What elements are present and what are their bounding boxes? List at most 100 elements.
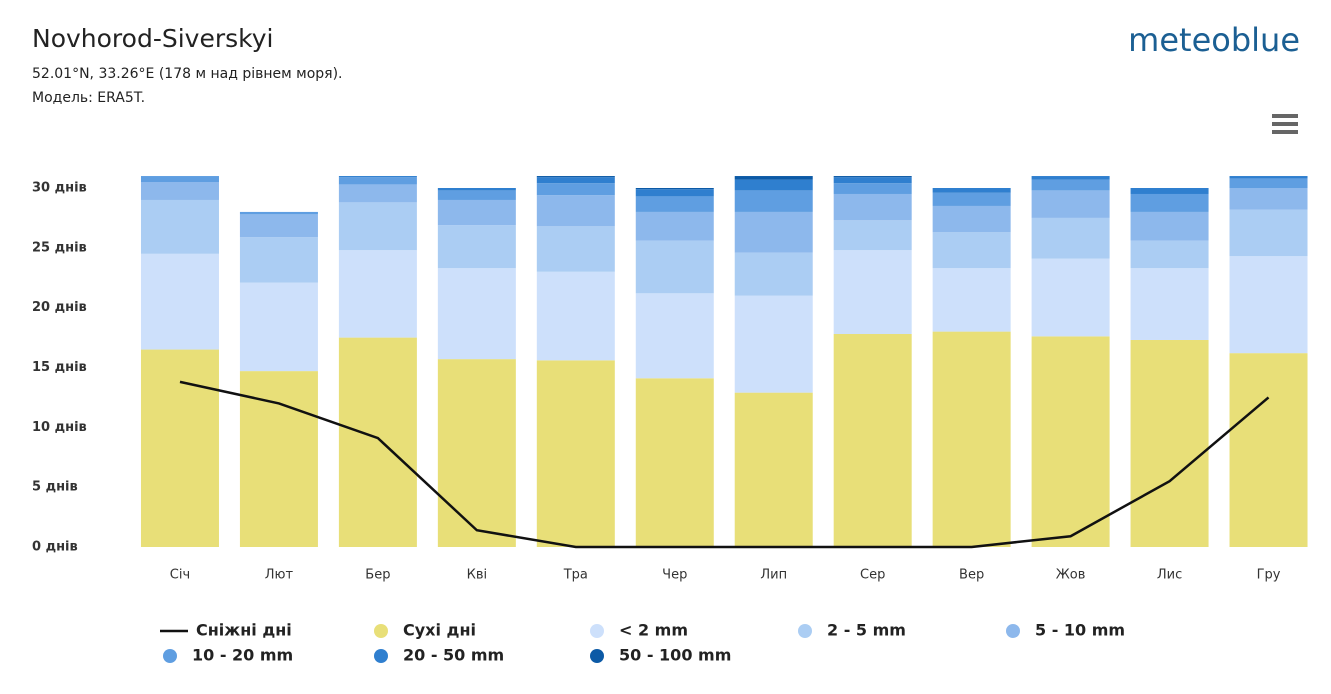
bar-segment: [437, 268, 516, 360]
legend-marker: [1006, 624, 1020, 638]
bar-segment: [734, 179, 813, 191]
bar-segment: [536, 360, 615, 547]
bar-segment: [833, 193, 912, 221]
bar-segment: [437, 188, 516, 191]
y-tick-label: 30 днів: [32, 181, 87, 196]
bar-segment: [437, 225, 516, 269]
bar-segment: [437, 190, 516, 200]
x-tick-label: Чер: [662, 568, 687, 583]
snow-line: [179, 380, 1270, 549]
legend-marker: [798, 624, 812, 638]
chart-title: Novhorod-Siverskyi: [32, 24, 273, 53]
bar-segment: [338, 250, 417, 338]
bar-segment: [1031, 190, 1110, 218]
model: Модель: ERA5T.: [32, 90, 145, 106]
legend-marker: [374, 624, 388, 638]
bar-segment: [338, 176, 417, 178]
bar-segment: [1130, 240, 1209, 269]
bar-segment: [635, 196, 714, 212]
x-tick-label: Жов: [1056, 568, 1086, 583]
menu-bar: [1272, 114, 1298, 118]
bar-segment: [932, 188, 1011, 193]
bar-segment: [1229, 178, 1308, 188]
bar-segment: [239, 237, 318, 283]
bar-segment: [1229, 353, 1308, 547]
x-tick-label: Лис: [1157, 568, 1182, 583]
y-tick-label: 15 днів: [32, 360, 87, 375]
bar-segment: [734, 190, 813, 212]
legend-label: < 2 mm: [619, 621, 688, 640]
bar-segment: [734, 176, 813, 180]
bar-segment: [635, 240, 714, 294]
bar-segment: [635, 189, 714, 197]
x-tick-label: Бер: [365, 568, 390, 583]
bar-segment: [833, 177, 912, 184]
menu-bar: [1272, 130, 1298, 134]
bar-segment: [734, 295, 813, 393]
legend-label: 20 - 50 mm: [403, 646, 504, 665]
bar-segment: [1031, 336, 1110, 547]
x-tick-label: Тра: [563, 568, 588, 583]
bar-segment: [932, 192, 1011, 206]
bar-segment: [338, 177, 417, 185]
bar-segment: [932, 232, 1011, 269]
bar-segment: [1130, 188, 1209, 194]
x-tick-label: Лип: [760, 568, 787, 583]
bar-segment: [833, 183, 912, 194]
y-tick-label: 0 днів: [32, 540, 78, 555]
legend-label: 2 - 5 mm: [827, 621, 906, 640]
bar-segment: [536, 177, 615, 184]
bar-segment: [635, 293, 714, 379]
bar-segment: [734, 211, 813, 253]
bar-segment: [140, 253, 219, 350]
bar-segment: [536, 176, 615, 178]
subtitle: 52.01°N, 33.26°E (178 м над рівнем моря)…: [32, 66, 343, 82]
bar-segment: [338, 337, 417, 547]
legend-marker: [374, 649, 388, 663]
bar-segment: [140, 176, 219, 183]
bar-segment: [1031, 179, 1110, 191]
bar-segment: [635, 211, 714, 241]
bar-segment: [833, 250, 912, 334]
bar-segment: [932, 268, 1011, 332]
bar-segment: [1130, 211, 1209, 241]
bar-segment: [536, 271, 615, 361]
bar-segment: [734, 252, 813, 296]
bar-segment: [833, 176, 912, 178]
bar-segment: [734, 392, 813, 547]
legend-label: 50 - 100 mm: [619, 646, 731, 665]
bar-segment: [635, 378, 714, 547]
y-tick-label: 10 днів: [32, 420, 87, 435]
bar-segment: [140, 199, 219, 254]
bar-segment: [536, 183, 615, 196]
y-tick-label: 5 днів: [32, 480, 78, 495]
x-tick-label: Кві: [467, 568, 488, 583]
bar-segment: [1229, 188, 1308, 210]
x-tick-label: Гру: [1257, 568, 1281, 583]
menu-bar: [1272, 122, 1298, 126]
bar-segment: [536, 195, 615, 227]
bar-segment: [437, 199, 516, 226]
legend-marker: [590, 649, 604, 663]
menu-icon[interactable]: [1272, 114, 1298, 134]
bar-segment: [338, 202, 417, 251]
bar-segment: [1031, 258, 1110, 337]
legend-label: 5 - 10 mm: [1035, 621, 1125, 640]
legend-marker: [163, 649, 177, 663]
bar-segment: [1031, 176, 1110, 180]
bar-segment: [437, 359, 516, 547]
bar-segment: [1031, 217, 1110, 259]
x-tick-label: Вер: [959, 568, 984, 583]
x-tick-label: Сер: [860, 568, 885, 583]
bar-segment: [932, 205, 1011, 233]
y-tick-label: 25 днів: [32, 240, 87, 255]
bar-segment: [239, 211, 318, 215]
legend-marker: [590, 624, 604, 638]
legend-label: Сніжні дні: [196, 621, 292, 640]
x-tick-label: Січ: [170, 568, 190, 583]
bar-segment: [140, 182, 219, 200]
bar-segment: [140, 349, 219, 547]
bar-segment: [833, 333, 912, 547]
bar-segment: [833, 220, 912, 251]
